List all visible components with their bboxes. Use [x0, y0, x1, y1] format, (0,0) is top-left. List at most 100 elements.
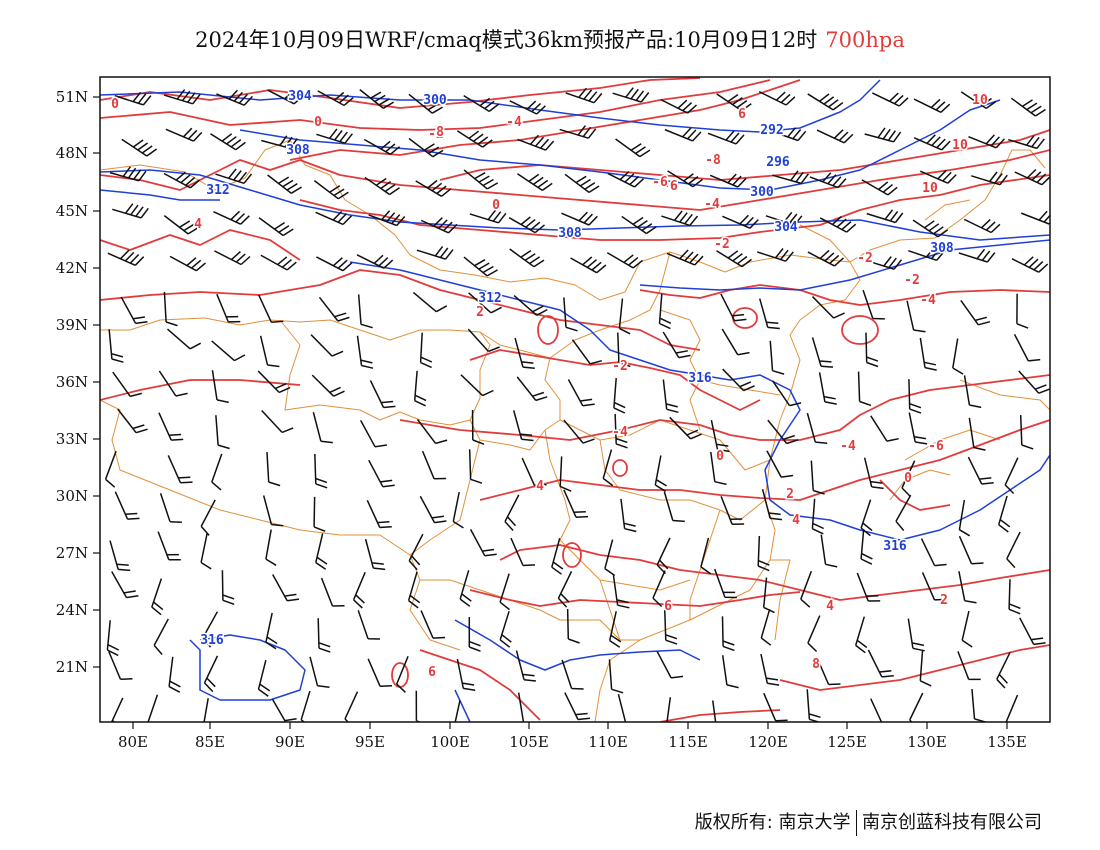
- wind-barb: [310, 334, 344, 357]
- wind-barb: [810, 460, 825, 495]
- wind-barb: [504, 494, 520, 532]
- wind-barb: [819, 216, 857, 233]
- wind-barb: [908, 379, 922, 414]
- temperature-contour-label: -2: [857, 251, 873, 266]
- height-contour-label: 304: [288, 89, 312, 104]
- wind-barb: [108, 651, 133, 681]
- temperature-contour-line: [299, 174, 1050, 241]
- wind-barb: [958, 500, 971, 537]
- wind-barb: [700, 537, 712, 575]
- height-contour-label: 300: [750, 185, 774, 200]
- lon-tick-label: 90E: [275, 733, 305, 751]
- wind-barb: [112, 203, 149, 219]
- lon-tick-label: 105E: [509, 733, 549, 751]
- wind-barb: [368, 459, 395, 488]
- wind-barb: [509, 248, 545, 268]
- wind-barb: [806, 412, 828, 444]
- wind-barb: [211, 370, 229, 404]
- wind-barb: [758, 298, 780, 330]
- temperature-contour-line: [399, 374, 1050, 441]
- wind-barb: [408, 533, 424, 571]
- wind-barb: [861, 179, 898, 196]
- height-contour-line: [454, 689, 471, 722]
- wind-barb: [666, 249, 704, 266]
- temperature-contour-line: [100, 77, 701, 109]
- wind-barb: [608, 659, 624, 694]
- lon-tick-label: 110E: [588, 733, 628, 751]
- lon-tick-label: 120E: [748, 733, 788, 751]
- wind-barb: [413, 370, 427, 407]
- wind-barb: [559, 125, 597, 139]
- wind-barb: [517, 134, 555, 151]
- wind-barb: [111, 571, 139, 599]
- wind-barb: [463, 94, 500, 113]
- wind-barb: [315, 210, 353, 226]
- wind-barb: [357, 294, 373, 329]
- height-contour-label: 308: [558, 226, 582, 241]
- copyright-left: 版权所有: 南京大学: [694, 812, 851, 833]
- wind-barb: [769, 340, 785, 375]
- wind-barb: [163, 291, 178, 327]
- wind-barb: [108, 329, 124, 363]
- boundary-line: [100, 399, 461, 651]
- wind-barb: [408, 93, 443, 114]
- wind-barb: [707, 130, 745, 145]
- wind-barb: [860, 499, 873, 537]
- wind-barb: [1016, 293, 1029, 329]
- boundary-line: [799, 224, 851, 263]
- lat-tick-label: 33N: [56, 430, 88, 448]
- wind-barb: [722, 214, 759, 229]
- temperature-contour-line: [659, 709, 781, 722]
- wind-barb: [907, 618, 925, 652]
- wind-barb: [772, 170, 809, 185]
- temperature-contour-label: 6: [428, 665, 436, 680]
- wind-barb: [656, 650, 684, 679]
- wind-barb: [419, 332, 433, 369]
- temperature-contour-label: -4: [612, 425, 628, 440]
- axis-ticks: 51N 48N 45N 42N 39N 36N 33N 30N 27N 24N 21N 80E 85E 9…: [56, 88, 1027, 751]
- wind-barb: [202, 611, 219, 648]
- wind-barb: [557, 571, 573, 608]
- wind-barb: [612, 87, 650, 103]
- wind-barb: [117, 408, 148, 434]
- wind-barb: [419, 495, 447, 524]
- wind-barb: [1011, 256, 1049, 273]
- wind-barb: [1019, 617, 1046, 646]
- wind-barb: [158, 370, 188, 397]
- wind-barb: [920, 538, 947, 567]
- lat-tick-label: 30N: [56, 487, 88, 505]
- wind-barb: [856, 572, 881, 602]
- temperature-contour-label: -4: [704, 197, 720, 212]
- temperature-contour-label: 6: [738, 107, 746, 122]
- wind-barb: [1008, 579, 1021, 615]
- wind-barb: [571, 339, 602, 365]
- wind-barb: [267, 174, 302, 194]
- temperature-contour-label: 10: [952, 138, 968, 153]
- wind-barb: [272, 574, 300, 602]
- wind-barb: [664, 610, 678, 645]
- wind-barb: [459, 570, 472, 607]
- temperature-contour-loop: [562, 542, 582, 568]
- wind-barb: [517, 692, 526, 722]
- boundary-line: [699, 379, 781, 396]
- wind-barb: [109, 540, 131, 572]
- wind-barb: [167, 455, 193, 484]
- wind-barb: [454, 700, 461, 722]
- boundary-line: [849, 149, 1046, 263]
- temperature-contour-line: [100, 149, 1050, 211]
- wind-barb: [258, 294, 284, 323]
- wind-barb: [261, 135, 298, 150]
- wind-barb: [867, 649, 894, 678]
- wind-barb: [661, 210, 699, 227]
- wind-barb: [658, 293, 672, 330]
- wind-barb: [1005, 694, 1019, 722]
- wind-barb: [716, 250, 752, 268]
- wind-barb: [257, 370, 291, 394]
- temperature-contour-line: [100, 229, 301, 261]
- wind-barb: [906, 300, 926, 333]
- wind-barb: [760, 653, 780, 686]
- wind-barb: [816, 129, 854, 144]
- height-contour-label: 316: [688, 371, 712, 386]
- boundary-line: [479, 251, 671, 359]
- wind-barbs: [104, 87, 1050, 722]
